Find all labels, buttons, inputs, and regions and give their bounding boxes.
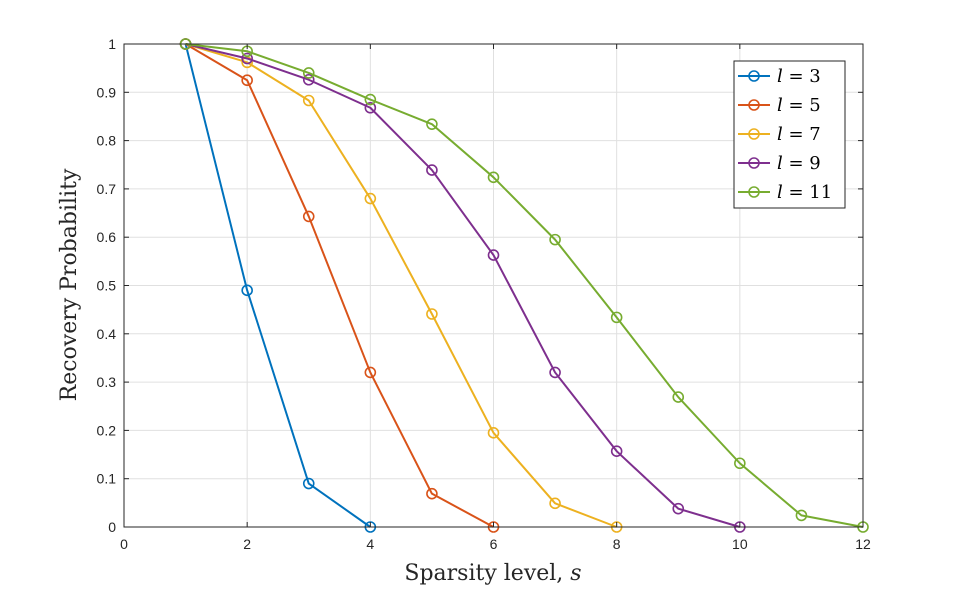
data-point	[302, 73, 315, 86]
data-point	[672, 502, 685, 515]
legend-swatch-marker	[748, 186, 760, 198]
data-point	[549, 497, 561, 510]
legend-item: l = 3	[738, 66, 821, 87]
series-group	[179, 38, 869, 533]
data-point	[364, 366, 377, 379]
legend-swatch-marker	[748, 157, 760, 169]
data-point	[426, 308, 438, 320]
data-point	[487, 427, 500, 439]
y-axis-label: Recovery Probability	[57, 168, 82, 401]
x-tick-label: 12	[855, 536, 871, 552]
x-tick-label: 4	[366, 536, 374, 552]
data-point	[487, 249, 500, 261]
data-point	[487, 171, 500, 184]
legend-swatch-marker	[748, 128, 760, 140]
x-tick-label: 8	[613, 536, 621, 552]
y-tick-label: 1	[108, 36, 116, 52]
y-tick-label: 0.8	[97, 133, 117, 149]
data-point	[302, 210, 315, 223]
data-point	[672, 391, 685, 403]
data-point	[241, 74, 253, 87]
series-line	[185, 43, 741, 528]
data-point	[364, 192, 377, 205]
y-tick-label: 0.6	[97, 229, 117, 245]
y-tick-label: 0.9	[97, 84, 117, 100]
legend-swatch-marker	[748, 99, 760, 111]
legend-label-value: = 3	[783, 66, 821, 87]
legend-item: l = 9	[738, 153, 821, 174]
series-line	[185, 43, 864, 528]
legend-label: l = 3	[777, 66, 821, 87]
data-point	[364, 93, 377, 106]
legend-label-value: = 5	[783, 95, 821, 116]
legend-swatch-marker	[748, 70, 760, 82]
legend-label-value: = 7	[783, 124, 821, 145]
legend-label-variable: l	[777, 153, 783, 174]
series-4	[179, 38, 869, 533]
legend-label-variable: l	[777, 124, 783, 145]
legend-label: l = 11	[777, 182, 832, 203]
data-point	[795, 509, 808, 522]
y-tick-label: 0.3	[97, 374, 117, 390]
legend-item: l = 7	[738, 124, 821, 145]
y-tick-label: 0.7	[97, 181, 117, 197]
data-point	[364, 101, 377, 114]
y-tick-label: 0.4	[97, 326, 117, 342]
data-point	[549, 366, 561, 379]
x-tick-label: 10	[732, 536, 748, 552]
data-point	[426, 487, 438, 500]
y-tick-labels: 0 0.1 0.2 0.3 0.4 0.5 0.6 0.7 0.8 0.9 1	[97, 36, 117, 535]
series-line	[185, 43, 494, 528]
x-tick-label: 2	[243, 536, 251, 552]
data-point	[241, 284, 253, 297]
x-tick-label: 0	[120, 536, 128, 552]
legend-label: l = 5	[777, 95, 821, 116]
legend-item: l = 5	[738, 95, 821, 116]
legend-item: l = 11	[738, 182, 832, 203]
data-point	[610, 311, 623, 324]
data-point	[426, 164, 438, 176]
y-tick-label: 0.1	[97, 471, 117, 487]
data-point	[302, 477, 315, 490]
x-tick-label: 6	[490, 536, 498, 552]
data-point	[610, 445, 623, 457]
x-axis-label-text: Sparsity level,	[404, 561, 570, 586]
data-point	[241, 52, 253, 65]
series-line	[185, 43, 618, 528]
x-axis-label: Sparsity level, s	[404, 561, 581, 586]
y-tick-label: 0.2	[97, 422, 117, 438]
legend-label: l = 9	[777, 153, 821, 174]
ticks	[123, 43, 864, 528]
data-point	[302, 67, 315, 79]
legend-label-variable: l	[777, 182, 783, 203]
legend-label: l = 7	[777, 124, 821, 145]
data-point	[426, 118, 438, 130]
x-axis-label-variable: s	[570, 561, 581, 586]
legend-label-value: = 9	[783, 153, 821, 174]
data-point	[549, 233, 561, 246]
legend-label-variable: l	[777, 95, 783, 116]
x-tick-labels: 0 2 4 6 8 10 12	[120, 536, 871, 552]
series-line	[184, 43, 371, 528]
y-tick-label: 0.5	[97, 278, 117, 294]
legend-label-variable: l	[777, 66, 783, 87]
data-point	[241, 56, 253, 69]
legend: l = 3l = 5l = 7l = 9l = 11	[733, 60, 846, 209]
legend-label-value: = 11	[783, 182, 832, 203]
data-point	[734, 457, 746, 470]
y-tick-label: 0	[108, 519, 116, 535]
data-point	[302, 94, 315, 107]
